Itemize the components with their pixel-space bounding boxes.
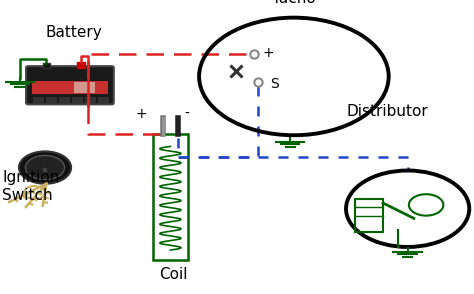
Bar <box>153 134 188 260</box>
Text: -: - <box>185 106 190 121</box>
Bar <box>85 96 96 103</box>
Text: S: S <box>270 77 279 91</box>
FancyBboxPatch shape <box>26 66 114 104</box>
Bar <box>32 81 108 94</box>
Ellipse shape <box>43 168 47 172</box>
Bar <box>44 63 49 68</box>
Bar <box>74 82 95 93</box>
Text: +: + <box>262 46 274 60</box>
Text: Tacho: Tacho <box>272 0 316 6</box>
Bar <box>76 62 85 68</box>
Circle shape <box>19 151 71 184</box>
Bar <box>98 96 109 103</box>
Bar <box>355 199 383 232</box>
Circle shape <box>26 156 64 180</box>
Bar <box>72 96 82 103</box>
Text: +: + <box>136 106 147 121</box>
Bar <box>46 96 57 103</box>
Text: Ignition
Switch: Ignition Switch <box>2 171 60 203</box>
Text: Battery: Battery <box>45 25 102 40</box>
Text: Distributor: Distributor <box>346 104 428 119</box>
Text: Coil: Coil <box>159 267 187 282</box>
Bar <box>59 96 70 103</box>
Bar <box>33 96 44 103</box>
